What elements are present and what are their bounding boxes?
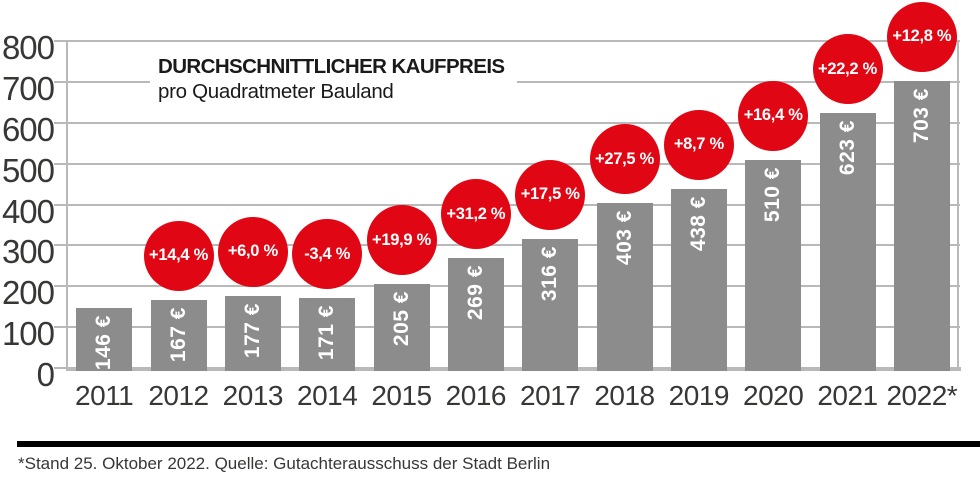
pct-change-label: +6,0 % [227,242,278,261]
x-axis-label: 2019 [668,380,730,411]
bar: 403 € [596,203,653,371]
x-axis-label: 2021 [817,380,878,411]
bar-value-label: 703 € [909,87,933,143]
y-axis-tick [54,162,68,165]
bar: 703 € [893,80,950,371]
pct-change-bubble: +27,5 % [589,124,660,195]
x-axis-label: 2016 [445,380,507,411]
pct-change-label: +22,2 % [818,59,877,78]
y-axis-tick [54,121,68,124]
x-axis-label: 2020 [743,380,804,411]
x-axis-label: 2014 [297,380,358,411]
y-axis-label: 200 [1,274,55,312]
pct-change-label: +19,9 % [372,230,431,249]
bar: 269 € [447,258,504,371]
gridline [67,244,960,247]
bar-value-label: 623 € [835,120,859,176]
y-axis-label: 100 [1,315,55,353]
gridline [67,326,960,329]
bar: 177 € [224,295,281,371]
bar-value-label: 403 € [612,210,636,266]
gridline [67,203,960,206]
x-axis-label: 2013 [222,380,284,411]
x-axis-label: 2011 [75,380,134,411]
pct-change-label: +17,5 % [520,185,580,204]
y-axis-label: 800 [1,29,55,66]
x-axis-label: 2017 [520,380,581,411]
pct-change-label: +8,7 % [673,135,724,154]
bar: 510 € [745,159,802,371]
bar: 623 € [819,113,876,371]
pct-change-bubble: +6,0 % [217,216,288,287]
y-axis-tick [54,326,68,329]
x-axis-label: 2018 [594,380,655,411]
gridline [67,40,960,42]
y-axis-tick [54,367,68,369]
pct-change-label: -3,4 % [304,244,351,263]
gridline [67,285,960,288]
plot-right-border [957,41,959,371]
bar-value-label: 316 € [538,245,562,301]
y-axis-label: 400 [1,192,55,230]
y-axis-label: 700 [1,69,55,107]
source-note: *Stand 25. Oktober 2022. Quelle: Gutacht… [18,454,551,473]
pct-change-bubble: +12,8 % [886,1,957,72]
bar: 205 € [373,284,430,371]
y-axis-tick [54,40,68,42]
y-axis-label: 300 [1,233,55,271]
y-axis-label: 500 [1,151,55,189]
bar-value-label: 205 € [389,291,413,347]
bar: 438 € [670,188,727,371]
bar-value-label: 146 € [92,315,116,371]
pct-change-bubble: +17,5 % [515,159,586,230]
bar: 316 € [522,238,579,371]
pct-change-label: +27,5 % [595,149,654,168]
gridline [67,121,960,124]
x-axis-label: 2012 [148,380,209,411]
y-axis-tick [54,285,68,288]
y-axis-tick [54,80,68,83]
bar-value-label: 510 € [761,166,785,222]
bar-value-label: 177 € [240,302,264,358]
chart-title: DURCHSCHNITTLICHER KAUFPREIS [158,55,505,78]
x-axis-baseline [67,367,961,371]
bar: 171 € [299,298,356,371]
y-axis-tick [54,244,68,247]
pct-change-bubble: +8,7 % [663,109,734,180]
x-axis-label: 2015 [371,380,432,411]
pct-change-label: +14,4 % [149,246,208,265]
bar: 167 € [150,299,207,371]
y-axis-tick [54,203,68,206]
bar-value-label: 167 € [166,306,190,362]
chart-subtitle: pro Quadratmeter Bauland [158,80,394,103]
pct-change-bubble: -3,4 % [292,219,363,290]
bar-value-label: 438 € [686,195,710,252]
bar-value-label: 269 € [463,265,487,321]
pct-change-label: +16,4 % [743,106,803,125]
chart-title-block: DURCHSCHNITTLICHER KAUFPREIS pro Quadrat… [150,51,517,109]
footer-divider [17,441,980,447]
bar: 146 € [76,308,133,371]
x-axis-label: 2022* [886,380,958,411]
y-axis-label: 600 [1,110,55,148]
pct-change-label: +12,8 % [892,27,952,46]
pct-change-bubble: +19,9 % [366,205,437,276]
y-axis-label: 0 [36,356,55,393]
bar-value-label: 171 € [315,305,339,361]
pct-change-bubble: +16,4 % [738,80,809,151]
pct-change-label: +31,2 % [446,204,506,223]
pct-change-bubble: +22,2 % [812,34,883,105]
pct-change-bubble: +14,4 % [143,220,214,291]
gridline [67,162,960,165]
pct-change-bubble: +31,2 % [440,179,511,250]
plot-left-border [66,41,68,371]
